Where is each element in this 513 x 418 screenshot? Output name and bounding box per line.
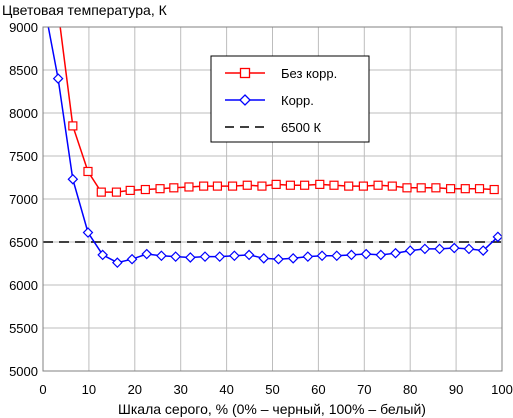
data-point [329,180,339,190]
data-point [402,183,412,193]
x-tick-label: 70 [357,382,371,397]
data-point [257,181,267,191]
plot-border [42,26,503,372]
data-point [448,242,460,254]
data-point [68,121,78,131]
data-point [126,253,138,265]
x-tick-label: 90 [449,382,463,397]
data-point [416,183,426,193]
x-tick-label: 10 [82,382,96,397]
y-tick-label: 8000 [9,106,38,121]
x-tick-label: 100 [491,382,513,397]
data-point [316,250,328,262]
data-point [390,247,401,259]
legend-box [210,55,370,143]
data-point [242,180,252,190]
data-point [112,257,123,268]
data-point [358,181,368,191]
data-point [97,249,109,261]
legend-swatch-marker [239,67,251,79]
x-tick-label: 80 [403,382,417,397]
data-point [184,252,196,263]
data-point [271,179,281,189]
legend-label: 6500 К [281,120,322,135]
x-tick-label: 60 [311,382,325,397]
y-tick-labels: 5000 5500 6000 6500 7000 7500 8000 8500 9000 [9,20,38,379]
data-point [285,180,296,190]
x-tick-labels: 0 10 20 30 40 50 60 70 80 90 100 [39,382,512,397]
data-point [83,166,93,177]
x-axis-title: Шкала серого, % (0% – черный, 100% – бел… [118,401,426,417]
data-point [287,252,299,264]
y-axis-title: Цветовая температура, К [2,2,168,18]
data-point [82,227,94,238]
data-point [300,180,310,190]
data-point [302,251,314,262]
data-point [170,251,181,262]
data-point [387,181,397,191]
data-point [419,243,431,255]
y-tick-label: 8500 [9,63,38,78]
x-tick-label: 40 [219,382,233,397]
data-point [492,231,502,243]
data-point [184,182,194,192]
data-point [460,184,470,194]
data-point [273,253,284,265]
x-tick-label: 20 [128,382,142,397]
data-point [445,184,456,194]
data-point [212,181,223,191]
data-point [155,184,165,194]
data-point [346,249,357,261]
data-point [373,180,383,190]
data-point [434,243,445,255]
series-markers [52,73,502,268]
data-point [169,183,179,193]
x-tick-label: 0 [39,382,46,397]
x-tick-label: 30 [173,382,187,397]
data-point [67,173,79,185]
data-point [344,181,354,191]
data-point [489,184,499,195]
data-point [331,250,343,262]
y-tick-label: 7500 [9,149,38,164]
y-tick-label: 7000 [9,192,38,207]
data-point [404,245,416,256]
data-point [96,187,106,197]
data-point [156,250,167,262]
y-tick-label: 5500 [9,321,38,336]
data-point [477,245,489,256]
data-point [227,181,238,191]
data-point [360,248,372,260]
legend-label: Корр. [281,93,314,108]
data-point [431,183,441,193]
legend-swatch-marker [239,94,251,106]
data-point [258,252,270,264]
data-point [214,251,226,262]
data-point [125,185,135,195]
data-point [140,184,150,195]
y-tick-label: 5000 [9,364,38,379]
data-point [463,243,475,255]
data-point [243,249,255,261]
data-point [111,187,122,197]
x-tick-label: 50 [265,382,279,397]
legend-label: Без корр. [281,66,337,81]
y-tick-label: 6000 [9,278,38,293]
data-point [141,248,153,260]
data-point [474,184,485,194]
data-point [229,250,240,262]
legend: Без корр. Корр. 6500 К [210,55,370,143]
data-point [52,73,64,84]
y-tick-label: 6500 [9,235,38,250]
data-point [315,179,325,189]
y-tick-label: 9000 [9,20,38,35]
data-point [199,251,211,262]
data-point [375,249,387,261]
data-point [199,181,209,191]
